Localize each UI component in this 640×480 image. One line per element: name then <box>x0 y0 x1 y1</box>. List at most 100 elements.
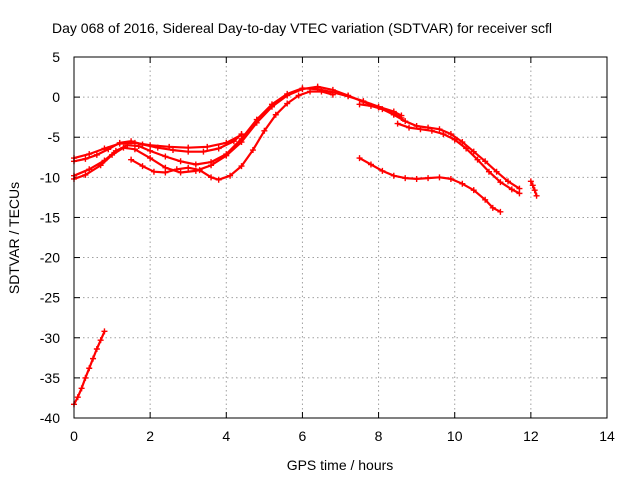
data-point <box>162 169 169 176</box>
series-track-4 <box>128 88 336 183</box>
x-tick-label: 10 <box>447 428 463 444</box>
x-axis-label: GPS time / hours <box>287 457 394 473</box>
data-point <box>223 151 230 158</box>
y-tick-labels: 5 0 -5 -10 -15 -20 -25 -30 -35 -40 <box>40 49 60 426</box>
data-point <box>150 168 157 175</box>
data-point <box>185 144 192 151</box>
data-point <box>86 151 93 158</box>
chart-title: Day 068 of 2016, Sidereal Day-to-day VTE… <box>52 20 552 36</box>
series-track-7 <box>394 120 523 197</box>
data-point <box>356 101 363 108</box>
data-point <box>497 208 504 215</box>
series-line <box>358 157 502 213</box>
data-point <box>527 178 534 185</box>
data-point <box>82 155 89 162</box>
series-track-10 <box>71 328 108 408</box>
data-point <box>192 161 199 168</box>
data-point <box>162 153 169 160</box>
data-point <box>208 174 215 181</box>
y-tick-label: -40 <box>40 410 60 426</box>
data-point <box>223 139 230 146</box>
x-tick-label: 0 <box>70 428 78 444</box>
data-point <box>86 166 93 173</box>
data-point <box>295 92 302 99</box>
data-point <box>531 187 538 194</box>
data-point <box>489 204 496 211</box>
data-point <box>93 151 100 158</box>
y-tick-label: -20 <box>40 250 60 266</box>
data-point <box>112 147 119 154</box>
plot-border <box>73 56 608 419</box>
data-point <box>307 88 314 95</box>
data-point <box>238 163 245 170</box>
data-point <box>204 143 211 150</box>
data-point <box>402 118 409 125</box>
y-tick-label: 5 <box>52 49 60 65</box>
data-point <box>493 168 500 175</box>
data-point <box>485 168 492 175</box>
data-point <box>177 169 184 176</box>
data-point <box>390 111 397 118</box>
data-point <box>284 90 291 97</box>
data-point <box>261 127 268 134</box>
data-point <box>131 146 138 153</box>
data-point <box>101 145 108 152</box>
data-point <box>101 157 108 164</box>
data-point <box>90 355 97 362</box>
data-point <box>329 91 336 98</box>
x-tick-label: 14 <box>599 428 615 444</box>
data-point <box>436 174 443 181</box>
data-series <box>71 83 540 408</box>
data-point <box>299 85 306 92</box>
data-point <box>128 156 135 163</box>
data-point <box>394 120 401 127</box>
y-axis-label: SDTVAR / TECUs <box>6 182 22 294</box>
data-point <box>284 100 291 107</box>
series-track-2 <box>71 85 405 179</box>
data-point <box>147 142 154 149</box>
series-track-9 <box>527 178 540 199</box>
data-point <box>417 126 424 133</box>
data-point <box>497 179 504 186</box>
data-point <box>249 147 256 154</box>
data-point <box>272 111 279 118</box>
x-tick-label: 2 <box>146 428 154 444</box>
x-tick-label: 12 <box>523 428 539 444</box>
y-tick-label: -10 <box>40 169 60 185</box>
data-point <box>440 131 447 138</box>
data-point <box>166 143 173 150</box>
data-point <box>116 140 123 147</box>
data-point <box>470 148 477 155</box>
data-point <box>474 156 481 163</box>
y-tick-label: 0 <box>52 89 60 105</box>
data-point <box>253 116 260 123</box>
data-point <box>101 328 108 335</box>
series-track-8 <box>356 155 504 215</box>
data-point <box>215 176 222 183</box>
data-point <box>425 175 432 182</box>
data-point <box>529 182 536 189</box>
data-point <box>463 145 470 152</box>
series-line <box>529 180 538 197</box>
y-tick-label: -5 <box>48 129 61 145</box>
data-point <box>451 136 458 143</box>
data-point <box>356 155 363 162</box>
data-point <box>78 385 85 392</box>
data-point <box>447 175 454 182</box>
data-point <box>447 131 454 138</box>
y-tick-label: -25 <box>40 290 60 306</box>
data-point <box>97 337 104 344</box>
data-point <box>345 93 352 100</box>
data-point <box>185 164 192 171</box>
x-tick-label: 4 <box>222 428 230 444</box>
data-point <box>215 145 222 152</box>
x-tick-label: 6 <box>299 428 307 444</box>
data-point <box>131 139 138 146</box>
data-point <box>482 158 489 165</box>
data-point <box>390 172 397 179</box>
data-point <box>147 155 154 162</box>
series-line <box>72 85 403 180</box>
data-point <box>470 187 477 194</box>
data-point <box>93 346 100 353</box>
